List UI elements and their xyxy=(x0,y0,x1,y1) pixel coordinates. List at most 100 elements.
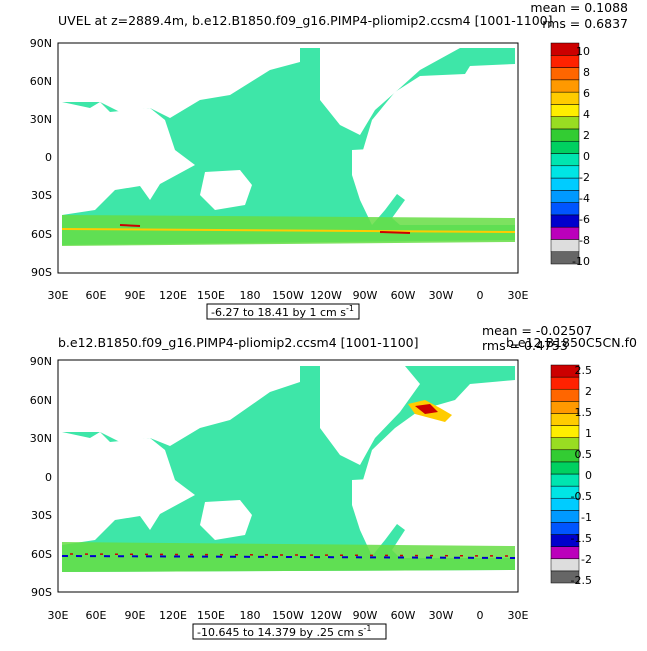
colorbar-swatch xyxy=(550,473,580,487)
land-antarctica xyxy=(58,240,515,273)
y-tick-label: 90N xyxy=(30,37,52,50)
colorbar-swatch xyxy=(550,140,580,154)
y-tick-label: 60S xyxy=(31,228,52,241)
chart-case-label: b.e12.B1850C5CN.f0 xyxy=(506,335,637,350)
x-tick-label: 150W xyxy=(272,289,304,302)
colorbar-label: -10 xyxy=(572,255,590,268)
map-frame xyxy=(57,359,519,593)
y-tick-label: 0 xyxy=(45,151,52,164)
y-tick-label: 30N xyxy=(30,113,52,126)
land-north-america xyxy=(320,48,460,135)
colorbar-label: -2 xyxy=(579,171,590,184)
x-tick-label: 30W xyxy=(429,609,454,622)
land-asia xyxy=(62,48,300,118)
x-tick-label: 30E xyxy=(48,609,69,622)
range-label-box xyxy=(206,303,360,320)
colorbar-label: 0.5 xyxy=(575,448,593,461)
colorbar-swatch xyxy=(550,388,580,402)
x-tick-label: 0 xyxy=(477,609,484,622)
y-tick-label: 0 xyxy=(45,471,52,484)
colorbar-swatch xyxy=(550,116,580,130)
y-axis: 90N 60N 30N 0 30S 60S 90S xyxy=(30,37,52,279)
southern-ocean-jet xyxy=(61,555,516,559)
land-australia xyxy=(200,500,252,540)
chart-rms-label: rms = 0.4753 xyxy=(482,338,568,353)
colorbar-label: 0 xyxy=(583,150,590,163)
panel-uvel-top: UVEL at z=2889.4m, b.e12.B1850.f09_g16.P… xyxy=(0,0,647,320)
land-north-america xyxy=(320,366,420,465)
colorbar-label: 10 xyxy=(576,45,590,58)
range-label: -10.645 to 14.379 by .25 cm s-1 xyxy=(197,624,371,639)
colorbar-swatch xyxy=(550,190,580,203)
x-tick-label: 180 xyxy=(240,289,261,302)
colorbar-swatch xyxy=(550,239,580,252)
x-tick-label: 150E xyxy=(197,289,225,302)
panel-uvel-bottom: b.e12.B1850.f09_g16.PIMP4-pliomip2.ccsm4… xyxy=(0,320,647,647)
colorbar-swatch xyxy=(550,546,580,560)
colorbar-swatch xyxy=(550,55,580,68)
colorbar-swatch xyxy=(550,79,580,93)
x-tick-label: 30E xyxy=(48,289,69,302)
map-frame xyxy=(57,42,519,274)
x-tick-label: 30E xyxy=(508,609,529,622)
colorbar-label: -2.5 xyxy=(571,574,592,587)
colorbar-swatch xyxy=(550,364,580,378)
x-tick-label: 90E xyxy=(125,289,146,302)
colorbar-label: -8 xyxy=(579,234,590,247)
chart-title-left: b.e12.B1850.f09_g16.PIMP4-pliomip2.ccsm4… xyxy=(58,335,419,350)
colorbar-label: 2.5 xyxy=(575,364,593,377)
colorbar-swatch xyxy=(550,461,580,475)
colorbar-swatch xyxy=(550,104,580,117)
southern-ocean-jet-core xyxy=(379,231,411,234)
x-tick-label: 60E xyxy=(86,609,107,622)
land-australia xyxy=(200,170,252,210)
land-antarctica xyxy=(58,570,515,592)
x-tick-label: 30W xyxy=(429,289,454,302)
x-tick-label: 30E xyxy=(508,289,529,302)
colorbar-swatch xyxy=(550,128,580,142)
colorbar-swatch xyxy=(550,42,580,56)
y-tick-label: 60N xyxy=(30,394,52,407)
colorbar-swatch xyxy=(550,425,580,438)
north-atlantic-anomaly-core xyxy=(415,404,438,414)
x-axis: 30E 60E 90E 120E 150E 180 150W 120W 90W … xyxy=(48,289,529,302)
colorbar-label: -2 xyxy=(581,553,592,566)
y-tick-label: 30N xyxy=(30,432,52,445)
colorbar-label: -6 xyxy=(579,213,590,226)
colorbar-label: 4 xyxy=(583,108,590,121)
colorbar-swatch xyxy=(550,510,580,523)
colorbar xyxy=(550,42,580,265)
colorbar-swatch xyxy=(550,67,580,81)
colorbar-labels: 2.5 2 1.5 1 0.5 0 -0.5 -1 -1.5 -2 -2.5 xyxy=(571,364,592,587)
land-asia xyxy=(62,366,300,446)
colorbar-label: -1.5 xyxy=(571,532,592,545)
colorbar-label: 0 xyxy=(585,469,592,482)
colorbar xyxy=(550,364,580,584)
colorbar-swatch xyxy=(550,376,580,390)
colorbar-swatch xyxy=(550,202,580,216)
colorbar-label: 2 xyxy=(585,385,592,398)
colorbar-label: 1 xyxy=(585,427,592,440)
x-tick-label: 150W xyxy=(272,609,304,622)
land-south-america xyxy=(352,478,405,556)
map-chart-top: UVEL at z=2889.4m, b.e12.B1850.f09_g16.P… xyxy=(30,0,628,320)
x-tick-label: 120E xyxy=(159,609,187,622)
x-tick-label: 120W xyxy=(310,609,342,622)
chart-rms-label: rms = 0.6837 xyxy=(542,16,628,31)
y-axis: 90N 60N 30N 0 30S 60S 90S xyxy=(30,355,52,599)
colorbar-labels: 10 8 6 4 2 0 -2 -4 -6 -8 -10 xyxy=(572,45,590,268)
colorbar-label: -4 xyxy=(579,192,590,205)
colorbar-label: 6 xyxy=(583,87,590,100)
chart-mean-label: mean = 0.1088 xyxy=(530,0,628,15)
colorbar-swatch xyxy=(550,214,580,228)
y-tick-label: 30S xyxy=(31,509,52,522)
y-tick-label: 90N xyxy=(30,355,52,368)
colorbar-swatch xyxy=(550,91,580,105)
x-tick-label: 90W xyxy=(353,289,378,302)
map-plot-area xyxy=(57,42,519,274)
colorbar-label: 2 xyxy=(583,129,590,142)
land-south-america xyxy=(352,148,405,225)
y-tick-label: 30S xyxy=(31,189,52,202)
range-label-box xyxy=(192,623,387,640)
x-tick-label: 0 xyxy=(477,289,484,302)
